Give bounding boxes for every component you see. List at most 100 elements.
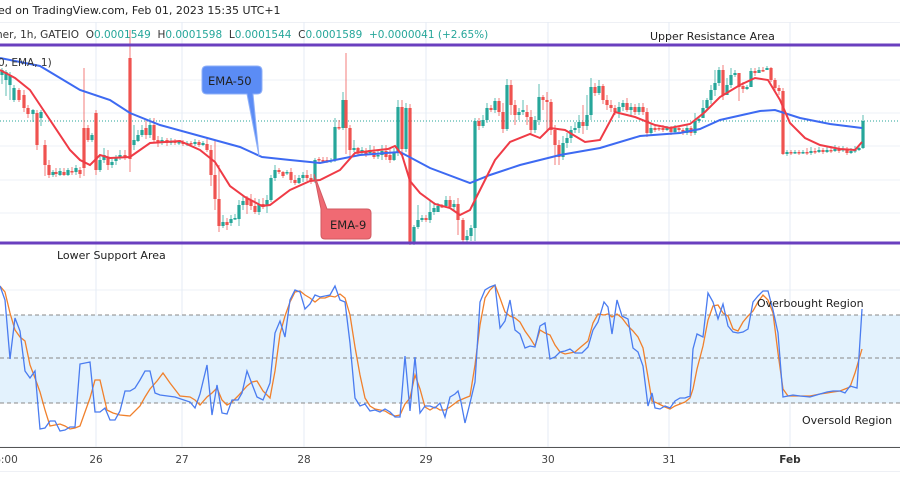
candle-body <box>793 152 797 154</box>
candle-body <box>501 112 505 129</box>
symbol-label: her, 1h, GATEIO <box>0 29 80 41</box>
candle-body <box>733 73 737 75</box>
candle-body <box>337 127 341 129</box>
candle-body <box>205 144 209 150</box>
time-tick-600: 6:00 <box>0 454 18 466</box>
candle-body <box>8 75 12 85</box>
candle-body <box>473 121 477 228</box>
candle-body <box>833 149 837 151</box>
time-tick-31: 31 <box>662 454 676 466</box>
ema50-callout-text: EMA-50 <box>208 74 252 88</box>
candle-body <box>78 170 82 174</box>
candle-body <box>436 206 440 212</box>
candle-body <box>241 201 245 205</box>
candle-body <box>448 200 452 207</box>
candle-body <box>344 100 348 128</box>
ema9-callout[interactable]: EMA-9 <box>313 173 372 240</box>
price-chart[interactable]: Upper Resistance Area Lower Support Area… <box>0 0 900 447</box>
candle-body <box>341 100 345 128</box>
candle-body <box>649 128 653 133</box>
close-value: 0.0001589 <box>305 29 363 41</box>
ema50-callout[interactable]: EMA-50 <box>201 65 263 157</box>
ohlc-legend: her, 1h, GATEIO O0.0001549 H0.0001598 L0… <box>0 29 488 41</box>
candle-body <box>753 71 757 73</box>
candle-body <box>70 171 74 173</box>
candle-body <box>0 70 4 75</box>
candle-body <box>729 75 733 85</box>
candle-body <box>773 80 777 88</box>
ema-indicator-legend: 0, EMA, 1) <box>0 57 52 69</box>
ema50-callout-shape <box>201 65 263 157</box>
candle-body <box>573 128 577 130</box>
candle-body <box>629 107 633 110</box>
candle-body <box>549 102 553 130</box>
candle-body <box>553 130 557 145</box>
stochastic-k-line <box>0 284 863 432</box>
candle-body <box>725 85 729 95</box>
candle-body <box>265 200 269 206</box>
oversold-label: Oversold Region <box>802 414 892 427</box>
time-axis[interactable]: 6:00 26 27 28 29 30 31 Feb <box>0 447 900 472</box>
candle-body <box>657 128 661 130</box>
candle-body <box>249 200 253 206</box>
candle-body <box>621 103 625 107</box>
candle-body <box>597 86 601 93</box>
candle-body <box>257 204 261 212</box>
candle-body <box>74 168 78 172</box>
candle-body <box>148 125 152 135</box>
stochastic-band <box>0 315 900 403</box>
upper-resistance-label: Upper Resistance Area <box>650 30 775 43</box>
ema9-callout-text: EMA-9 <box>330 218 366 232</box>
candle-body <box>713 83 717 90</box>
candle-body <box>110 162 114 165</box>
candle-body <box>428 212 432 220</box>
candle-body <box>857 148 861 150</box>
candle-body <box>565 138 569 143</box>
candle-body <box>352 148 356 150</box>
open-value: 0.0001549 <box>93 29 151 41</box>
candle-body <box>685 128 689 133</box>
candle-body <box>233 218 237 220</box>
candle-body <box>545 100 549 102</box>
candle-body <box>469 228 473 236</box>
candle-body <box>513 105 517 115</box>
candle-body <box>412 227 416 243</box>
candle-body <box>452 204 456 207</box>
candle-body <box>424 218 428 220</box>
candle-body <box>777 88 781 91</box>
candle-body <box>813 151 817 153</box>
close-label: C <box>298 29 306 41</box>
candle-body <box>152 125 156 140</box>
candle-body <box>392 153 396 160</box>
candle-body <box>22 95 26 108</box>
candle-body <box>82 128 86 168</box>
candle-body <box>737 73 741 87</box>
ema50-line <box>0 57 863 185</box>
high-value: 0.0001598 <box>165 29 223 41</box>
candle-body <box>489 108 493 110</box>
candle-body <box>613 108 617 112</box>
candle-body <box>269 178 273 200</box>
candle-body <box>128 58 132 159</box>
candle-body <box>102 155 106 160</box>
candle-body <box>289 172 293 180</box>
candle-body <box>189 143 193 145</box>
candle-body <box>845 149 849 153</box>
candle-body <box>561 143 565 157</box>
candle-body <box>605 100 609 105</box>
candle-body <box>829 150 833 152</box>
candle-body <box>47 165 51 175</box>
candle-body <box>677 128 681 130</box>
candle-body <box>98 160 102 170</box>
candle-body <box>444 200 448 206</box>
ema9-callout-shape <box>313 173 372 240</box>
candle-body <box>809 151 813 153</box>
candle-body <box>281 172 285 176</box>
candle-body <box>529 117 533 130</box>
candle-body <box>781 91 785 154</box>
candle-body <box>376 155 380 157</box>
candle-body <box>201 143 205 145</box>
candle-body <box>277 170 281 172</box>
candle-body <box>193 142 197 144</box>
candle-body <box>313 160 317 181</box>
